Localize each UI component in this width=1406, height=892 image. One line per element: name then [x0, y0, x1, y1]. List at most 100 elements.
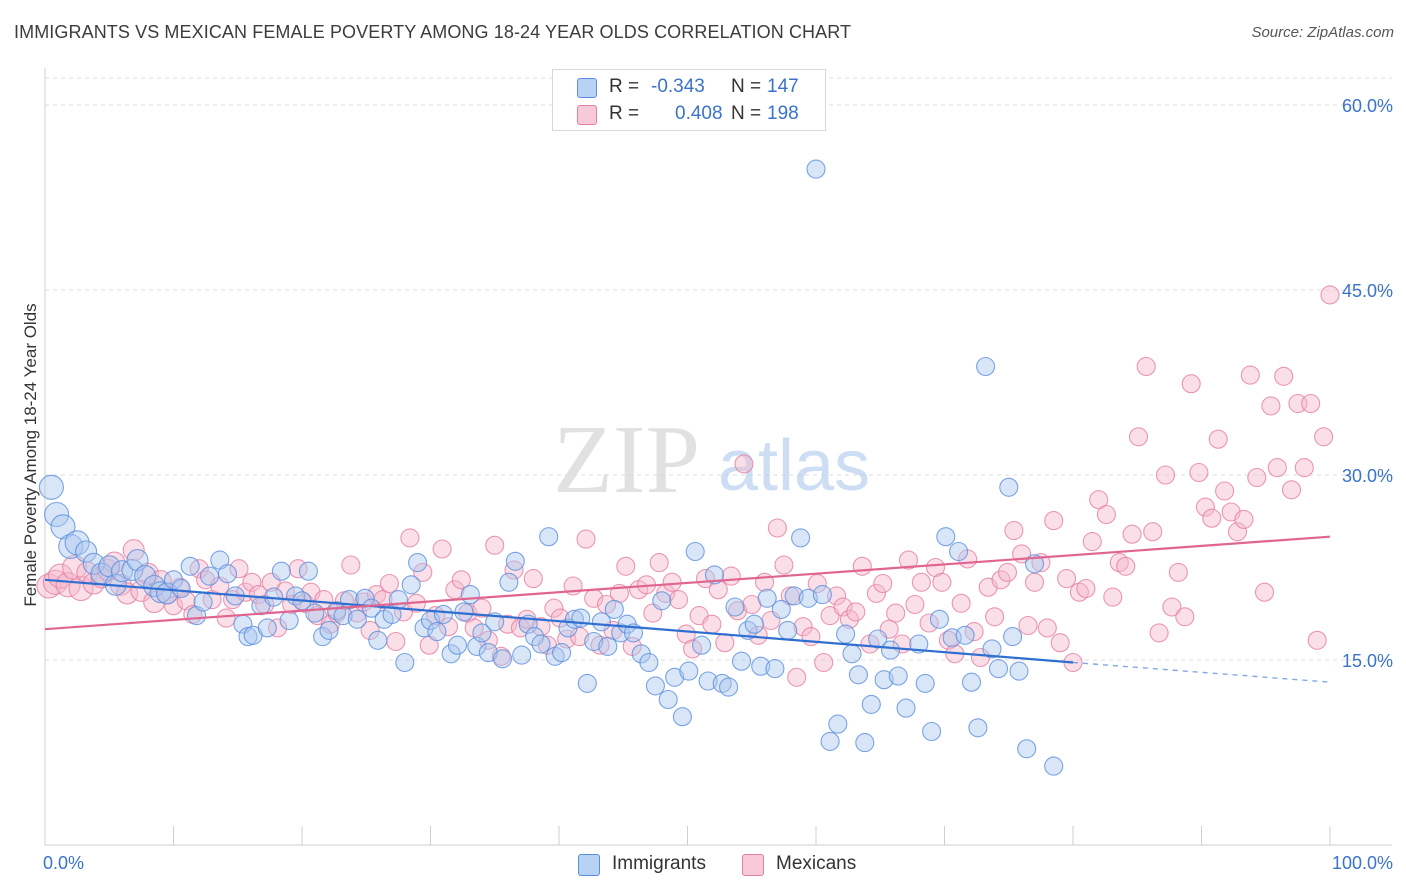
immigrants-point: [909, 634, 929, 654]
mexicans-point: [839, 609, 859, 629]
immigrants-point: [778, 620, 798, 640]
immigrants-point: [149, 581, 172, 604]
mexicans-point: [1320, 285, 1340, 305]
mexicans-point: [472, 598, 492, 618]
mexicans-point: [1181, 374, 1201, 394]
immigrants-point: [999, 477, 1019, 497]
mexicans-point: [1143, 522, 1163, 542]
mexicans-point: [898, 550, 919, 570]
immigrants-point: [658, 689, 678, 710]
immigrants-point: [361, 598, 381, 618]
immigrants-point: [915, 673, 935, 693]
immigrants-point: [199, 566, 220, 586]
mexicans-point: [1128, 427, 1149, 447]
immigrants-point: [279, 610, 299, 631]
tick-labels: 15.0% 30.0% 45.0% 60.0% 0.0% 100.0%: [43, 96, 1393, 873]
correlation-legend: R = -0.343 N = 147 R = 0.408 N = 198: [552, 69, 826, 131]
immigrants-point: [427, 622, 447, 642]
immigrants-point: [698, 671, 718, 691]
immigrants-point: [539, 527, 559, 547]
immigrants-point: [44, 501, 70, 528]
mexicans-point: [248, 585, 268, 605]
mexicans-point: [833, 597, 853, 617]
mexicans-point: [576, 529, 596, 549]
immigrants-point: [75, 540, 98, 563]
mexicans-point: [544, 598, 564, 618]
immigrants-point: [505, 551, 525, 571]
mexicans-point: [866, 583, 886, 603]
mexicans-point: [1314, 427, 1334, 447]
immigrants-point: [725, 597, 745, 617]
immigrants-point: [665, 667, 685, 687]
immigrants-point: [652, 591, 672, 611]
mexicans-point: [1202, 508, 1222, 528]
immigrants-point: [976, 356, 996, 377]
mexicans-point: [210, 576, 230, 596]
mexicans-point: [1189, 462, 1209, 483]
immigrants-point: [812, 585, 832, 605]
immigrants-point: [922, 721, 942, 742]
legend-n-value: 198: [767, 103, 799, 124]
immigrants-point: [492, 649, 513, 669]
mexicans-point: [1089, 490, 1109, 510]
mexicans-point: [767, 518, 787, 538]
immigrants-point: [347, 609, 367, 629]
immigrants-point: [447, 635, 468, 655]
mexicans-point: [400, 528, 420, 548]
mexicans-point: [1155, 465, 1176, 485]
immigrants-point: [401, 575, 421, 595]
immigrants-point: [685, 541, 705, 562]
mexicans-point: [1044, 511, 1064, 531]
immigrants-point: [929, 609, 949, 629]
immigrants-point: [639, 652, 659, 673]
immigrants-point: [645, 676, 665, 696]
mexicans-point: [130, 579, 153, 602]
y-tick-label: 45.0%: [1342, 281, 1393, 301]
immigrants-point: [121, 558, 144, 582]
mexicans-point: [911, 572, 931, 592]
mexicans-point: [1215, 481, 1235, 501]
immigrants-point: [327, 601, 347, 621]
mexicans-point: [451, 570, 471, 590]
immigrants-point: [512, 645, 532, 665]
immigrants-point: [298, 561, 318, 581]
mexicans-point: [1149, 623, 1169, 643]
mexicans-point: [1294, 458, 1314, 478]
immigrants-point: [798, 588, 818, 608]
x-tick-label: 0.0%: [43, 853, 84, 873]
mexicans-point: [662, 572, 682, 592]
mexicans-point: [268, 618, 288, 638]
mexicans-point: [1301, 393, 1321, 414]
mexicans-point: [1195, 497, 1215, 517]
immigrants-points: [38, 159, 1064, 776]
immigrants-point: [896, 698, 916, 718]
immigrants-point: [880, 640, 901, 660]
legend-n-value: 147: [767, 76, 799, 97]
mexicans-point: [360, 620, 380, 640]
mexicans-point: [919, 613, 939, 633]
bottom-legend-label-mexicans: Mexicans: [776, 853, 857, 874]
mexicans-point: [985, 607, 1005, 627]
immigrants-point: [949, 541, 969, 562]
immigrants-point: [828, 714, 848, 734]
immigrants-point: [305, 603, 325, 623]
mexicans-trend-line: [44, 535, 1331, 631]
immigrants-point: [531, 634, 551, 654]
bottom-legend-swatch-immigrants: [578, 854, 600, 876]
watermark-atlas: atlas: [718, 426, 870, 506]
immigrants-point: [757, 588, 777, 608]
mexicans-point: [728, 601, 748, 621]
mexicans-point: [1050, 633, 1070, 653]
axes: [44, 68, 1392, 846]
mexicans-point: [1122, 524, 1142, 544]
legend-swatch-mexicans: [577, 105, 597, 125]
mexicans-point: [1247, 467, 1267, 488]
immigrants-point: [38, 474, 64, 500]
y-tick-label: 30.0%: [1342, 466, 1393, 486]
immigrants-point: [433, 604, 453, 624]
mexicans-point: [1076, 578, 1096, 599]
mexicans-point: [1109, 553, 1129, 573]
immigrants-point: [472, 623, 492, 643]
immigrants-point: [525, 627, 545, 647]
immigrants-point: [58, 533, 84, 560]
